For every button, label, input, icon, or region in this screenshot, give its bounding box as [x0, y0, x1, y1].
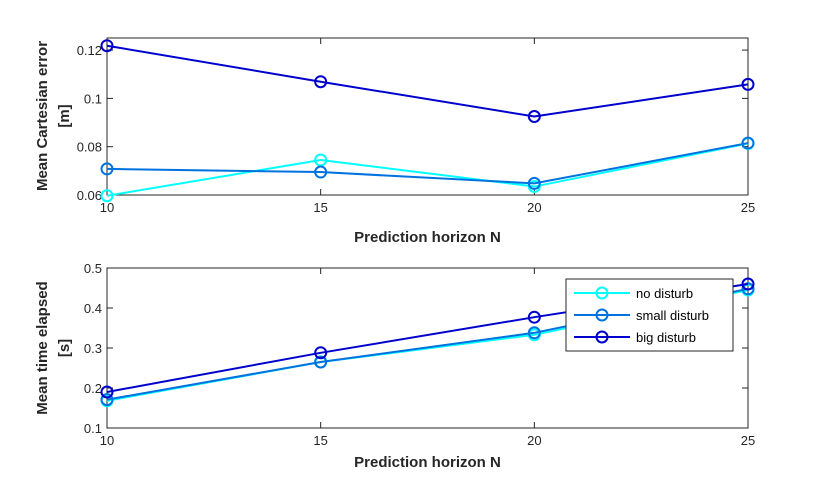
series-line-big-disturb — [106, 44, 749, 118]
y-tick-label: 0.12 — [77, 43, 102, 58]
data-point-big-disturb — [314, 75, 328, 89]
x-tick-label: 20 — [527, 200, 541, 215]
data-point-big-disturb — [527, 310, 541, 324]
legend-entry-label: no disturb — [636, 286, 693, 301]
data-point-big-disturb — [100, 385, 114, 399]
y-tick-label: 0.1 — [84, 91, 102, 106]
y-axis-label: Mean Cartesian error — [34, 41, 51, 191]
x-tick-label: 25 — [741, 433, 755, 448]
data-point-small-disturb — [314, 355, 328, 369]
data-point-big-disturb — [100, 39, 114, 53]
legend-swatch-marker — [595, 330, 609, 344]
data-point-small-disturb — [100, 162, 114, 176]
data-point-small-disturb — [527, 176, 541, 190]
y-tick-label: 0.08 — [77, 140, 102, 155]
y-tick-label: 0.4 — [84, 301, 102, 316]
y-tick-label: 0.3 — [84, 341, 102, 356]
y-tick-label: 0.5 — [84, 261, 102, 276]
data-point-small-disturb — [314, 165, 328, 179]
data-point-big-disturb — [741, 277, 755, 291]
y-axis-label: Mean time elapsed — [34, 281, 51, 414]
y-tick-label: 0.1 — [84, 421, 102, 436]
legend-swatch-marker — [595, 286, 609, 300]
x-tick-label: 15 — [313, 200, 327, 215]
data-point-small-disturb — [100, 393, 114, 407]
x-axis-label: Prediction horizon N — [354, 229, 501, 246]
data-point-big-disturb — [741, 77, 755, 91]
legend: no disturb small disturb big disturb — [565, 278, 734, 352]
x-axis-label: Prediction horizon N — [354, 454, 501, 471]
data-point-small-disturb — [741, 282, 755, 296]
data-point-small-disturb — [527, 326, 541, 340]
legend-swatch-marker — [595, 308, 609, 322]
x-tick-label: 25 — [741, 200, 755, 215]
data-point-no-disturb — [100, 189, 114, 203]
x-tick-label: 10 — [100, 200, 114, 215]
data-point-big-disturb — [314, 346, 328, 360]
y-axis-unit-label: [m] — [56, 104, 73, 127]
top-subplot-error: 10 15 20 25 0.06 0.08 0.1 0.12 Prediction horizo… — [34, 37, 755, 246]
data-point-small-disturb — [741, 136, 755, 150]
y-tick-label: 0.2 — [84, 381, 102, 396]
series-line-no-disturb — [106, 142, 749, 197]
x-tick-label: 20 — [527, 433, 541, 448]
x-tick-label: 10 — [100, 433, 114, 448]
bottom-subplot-time: 10 15 20 25 0.1 0.2 0.3 0.4 0.5 Prediction horizo… — [34, 261, 755, 471]
y-axis-unit-label: [s] — [56, 339, 73, 357]
data-point-big-disturb — [527, 110, 541, 123]
x-tick-label: 15 — [313, 433, 327, 448]
data-point-no-disturb — [314, 153, 328, 167]
legend-entry-label: small disturb — [636, 308, 709, 323]
y-tick-label: 0.06 — [77, 188, 102, 203]
legend-entry-label: big disturb — [636, 330, 696, 345]
series-line-small-disturb — [106, 142, 749, 185]
